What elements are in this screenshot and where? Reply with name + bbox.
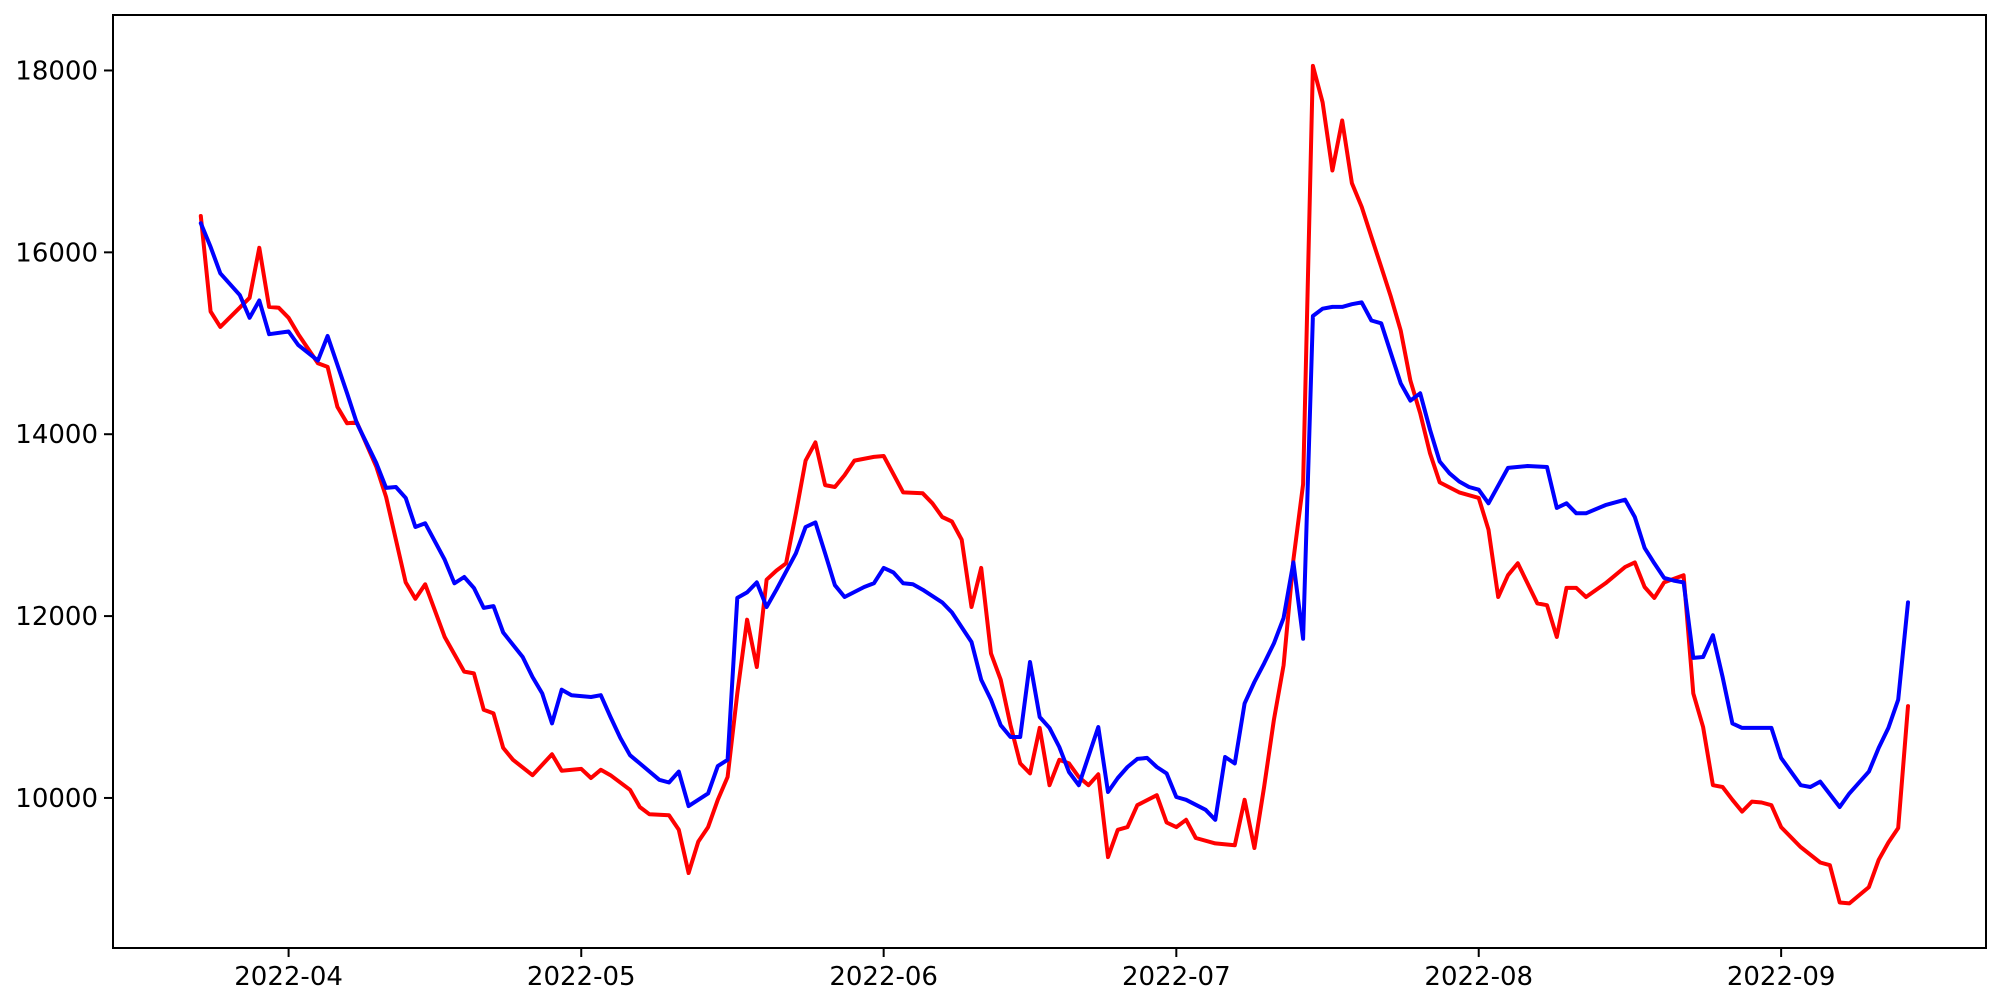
- y-tick-label: 10000: [15, 784, 98, 814]
- x-tick-label: 2022-07: [1122, 962, 1231, 992]
- red-line-series: [198, 63, 1910, 906]
- x-tick-label: 2022-08: [1424, 962, 1533, 992]
- y-tick-label: 18000: [15, 56, 98, 86]
- x-tick-label: 2022-06: [829, 962, 938, 992]
- y-tick-label: 14000: [15, 420, 98, 450]
- blue-line-series: [198, 221, 1910, 822]
- y-tick-label: 12000: [15, 602, 98, 632]
- x-tick-label: 2022-04: [234, 962, 343, 992]
- y-tick-label: 16000: [15, 238, 98, 268]
- x-tick-label: 2022-09: [1727, 962, 1836, 992]
- x-tick-label: 2022-05: [527, 962, 636, 992]
- plot-border: [112, 14, 1987, 949]
